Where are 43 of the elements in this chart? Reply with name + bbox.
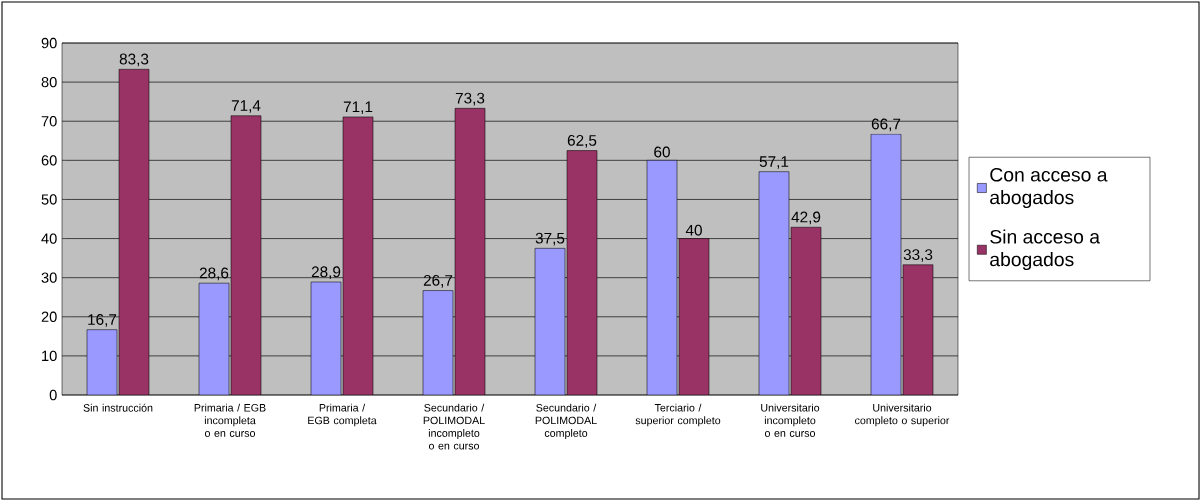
x-tick-label: Sin instrucción [83, 403, 153, 412]
data-label: 40 [685, 224, 702, 236]
bar [870, 133, 902, 395]
y-tick-label: 20 [41, 311, 57, 322]
y-tick-label: 10 [42, 350, 57, 362]
x-tick-label: Secundario / POLIMODAL completo [535, 403, 597, 439]
bar [198, 282, 230, 395]
x-tick-label: Primaria / EGB incompleta o en curso [194, 403, 266, 437]
bar [310, 281, 342, 395]
y-tick-label: 80 [41, 76, 57, 88]
data-label: 26,7 [423, 274, 453, 288]
data-label: 62,5 [567, 134, 597, 148]
data-label: 42,9 [791, 211, 821, 225]
y-tick-label: 30 [41, 272, 57, 283]
y-tick-label: 40 [41, 233, 57, 244]
bar [758, 171, 790, 395]
y-tick-label: 90 [41, 37, 57, 49]
data-label: 16,7 [88, 314, 117, 327]
y-tick-label: 70 [41, 116, 57, 127]
bar [646, 160, 678, 395]
data-label: 60 [654, 146, 670, 158]
bar [422, 290, 454, 395]
data-label: 66,7 [871, 118, 901, 132]
legend-label: Con acceso a abogados [990, 167, 1108, 209]
x-tick-label: Secundario / POLIMODAL incompleto o en curso [423, 403, 485, 450]
data-label: 71,4 [231, 100, 261, 113]
x-tick-label: Primaria / EGB completa [308, 403, 377, 427]
data-label: 33,3 [903, 249, 933, 262]
data-label: 28,6 [199, 267, 229, 281]
data-label: 71,1 [343, 101, 373, 114]
data-label: 73,3 [455, 92, 485, 106]
y-tick-label: 0 [49, 389, 57, 401]
bar [534, 248, 566, 395]
y-tick-label: 50 [41, 194, 57, 205]
data-label: 57,1 [759, 156, 789, 169]
y-tick-label: 60 [41, 155, 57, 166]
x-tick-label: Universitario completo o superior [855, 403, 950, 427]
bar [86, 329, 118, 395]
data-label: 28,9 [311, 266, 341, 280]
x-tick-label: Universitario incompleto o en curso [761, 403, 820, 437]
x-tick-label: Terciario / superior completo [635, 403, 721, 427]
data-label: 83,3 [119, 53, 149, 67]
legend-label: Sin acceso a abogados [990, 229, 1100, 271]
